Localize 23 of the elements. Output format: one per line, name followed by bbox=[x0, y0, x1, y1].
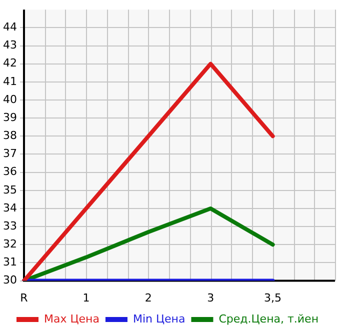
y-tick-label: 40 bbox=[2, 92, 17, 106]
y-tick-label: 32 bbox=[2, 238, 17, 250]
y-tick-label: 35 bbox=[2, 183, 17, 196]
y-tick-label: 38 bbox=[2, 129, 17, 142]
x-tick-label: 3,5 bbox=[264, 291, 282, 304]
x-tick-label: 3 bbox=[207, 291, 214, 304]
y-tick-label: 31 bbox=[2, 256, 17, 269]
y-tick-label: 42 bbox=[2, 56, 17, 70]
legend-label: Max Цена bbox=[44, 312, 100, 326]
y-tick-label: 43 bbox=[2, 38, 17, 52]
y-tick-label: 39 bbox=[2, 110, 17, 124]
y-tick-label: 44 bbox=[2, 20, 17, 34]
y-tick-label: 33 bbox=[2, 219, 17, 232]
y-tick-label: 34 bbox=[2, 201, 17, 214]
y-tick-label: 37 bbox=[2, 147, 17, 160]
x-tick-label: R bbox=[20, 291, 28, 304]
legend-label: Сред.Цена, т.йен bbox=[218, 312, 319, 326]
x-tick-label: 2 bbox=[144, 291, 152, 304]
legend-label: Min Цена bbox=[132, 312, 186, 326]
y-tick-label: 41 bbox=[2, 74, 17, 88]
y-tick-label: 30 bbox=[2, 274, 17, 287]
x-tick-label: 1 bbox=[82, 291, 90, 304]
y-tick-label: 36 bbox=[2, 165, 17, 178]
